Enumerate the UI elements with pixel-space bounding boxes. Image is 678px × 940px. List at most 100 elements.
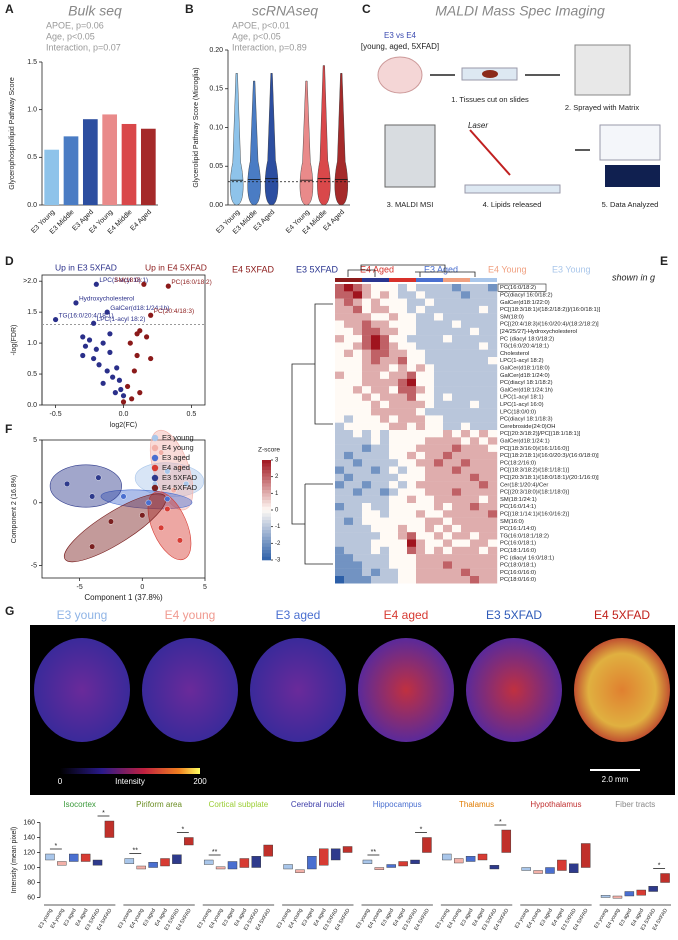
heatmap-cell — [461, 466, 471, 474]
heatmap-cell — [443, 408, 453, 416]
heatmap-cell — [425, 422, 435, 431]
heatmap-cell — [488, 357, 498, 365]
column-color — [416, 278, 425, 282]
heatmap-cell — [452, 335, 462, 343]
colorbar-step — [262, 490, 271, 494]
box — [489, 865, 500, 870]
heatmap-cell — [461, 546, 471, 555]
heatmap-cell — [479, 532, 489, 540]
heatmap-cell — [443, 327, 453, 336]
group-header: E3 Young — [552, 264, 591, 274]
heatmap-cell — [434, 378, 444, 387]
row-label: TG(16:0/18:1/18:2) — [500, 533, 549, 539]
heatmap-cell — [452, 524, 462, 533]
heatmap-cell — [335, 386, 345, 394]
y-tick-label: >2.0 — [23, 278, 37, 285]
heatmap-cell — [335, 298, 345, 307]
heatmap-cell — [488, 415, 498, 423]
heatmap-cell — [335, 481, 345, 489]
row-label: PC(diacyl 18:1/18:3) — [500, 417, 553, 423]
stat-text: Age, p<0.05 — [232, 31, 281, 41]
heatmap-cell — [335, 357, 345, 365]
heatmap-cell — [335, 313, 345, 321]
point — [89, 543, 96, 550]
heatmap-cell — [344, 378, 354, 387]
heatmap-cell — [398, 400, 408, 409]
heatmap-cell — [335, 408, 345, 416]
colorbar-step — [262, 486, 271, 491]
heatmap-cell — [335, 400, 345, 409]
heatmap-cell — [452, 473, 462, 482]
heatmap-cell — [344, 364, 354, 372]
heatmap-cell — [389, 437, 399, 445]
heatmap-cell — [434, 466, 444, 474]
heatmap-cell — [407, 422, 417, 431]
heatmap-cell — [389, 466, 399, 474]
heatmap-cell — [389, 546, 399, 555]
row-label: PC[(20:3/18:2)]/PC[(18:1/18:1)] — [500, 431, 581, 437]
heatmap-cell — [470, 488, 480, 496]
heatmap-cell — [416, 284, 426, 292]
point — [82, 343, 89, 349]
heatmap-cell — [344, 546, 354, 555]
heatmap-cell — [452, 357, 462, 365]
box — [57, 861, 67, 866]
y-tick-label: 5 — [33, 437, 37, 444]
heatmap-cell — [479, 561, 489, 569]
row-label: PC (diacyl 16:0/18:1) — [500, 555, 554, 561]
heatmap-cell — [452, 305, 462, 314]
heatmap-cell — [434, 444, 444, 453]
box — [92, 859, 103, 866]
box — [612, 895, 623, 899]
heatmap-cell — [398, 342, 408, 350]
row-label: GalCer(d18:1/24:1h) — [500, 387, 553, 393]
heatmap-cell — [389, 408, 399, 416]
y-tick-label: 1.5 — [27, 59, 37, 66]
heatmap-cell — [389, 415, 399, 423]
heatmap-cell — [398, 459, 408, 467]
panel-title: Bulk seq — [68, 3, 122, 19]
heatmap-cell — [479, 393, 489, 401]
heatmap-cell — [362, 386, 372, 394]
heatmap-cell — [407, 444, 417, 453]
heatmap-cell — [353, 313, 363, 321]
point — [64, 480, 71, 487]
heatmap-cell — [452, 371, 462, 380]
row-label: PC[(18:1/14:1)/(16:0/16:2)] — [500, 511, 569, 517]
region-title: Hypothalamus — [530, 800, 581, 809]
legend-swatch — [151, 434, 159, 442]
heatmap-cell — [353, 393, 363, 401]
heatmap-cell — [416, 305, 426, 314]
heatmap-cell — [380, 444, 390, 453]
row-label: GalCer(d18:1/24:1) — [500, 438, 550, 444]
heatmap-cell — [488, 503, 498, 511]
row-label: SM(18:1/24:1) — [500, 497, 537, 503]
step-label: 1. Tissues cut on slides — [451, 95, 529, 104]
heatmap-cell — [389, 378, 399, 387]
heatmap-cell — [407, 539, 417, 547]
y-tick-label: 1.5 — [27, 309, 37, 316]
heatmap-cell — [488, 437, 498, 445]
heatmap-cell — [407, 524, 417, 533]
heatmap-cell — [434, 305, 444, 314]
group-header: E3 Aged — [424, 264, 458, 274]
heatmap-cell — [461, 510, 471, 518]
column-color — [353, 278, 362, 282]
heatmap-cell — [407, 561, 417, 569]
heatmap-cell — [452, 393, 462, 401]
heatmap-cell — [461, 364, 471, 372]
heatmap-cell — [335, 364, 345, 372]
region-title: Hippocampus — [373, 800, 422, 809]
heatmap-cell — [335, 342, 345, 350]
point — [145, 499, 152, 506]
heatmap-cell — [488, 298, 498, 307]
heatmap-cell — [488, 539, 498, 547]
heatmap-cell — [335, 437, 345, 445]
heatmap-cell — [407, 554, 417, 562]
heatmap-cell — [479, 291, 489, 299]
point-label: Hydroxycholesterol — [79, 296, 135, 303]
box — [545, 867, 555, 874]
heatmap-cell — [488, 510, 498, 518]
heatmap-cell — [461, 437, 471, 445]
heatmap-cell — [389, 561, 399, 569]
